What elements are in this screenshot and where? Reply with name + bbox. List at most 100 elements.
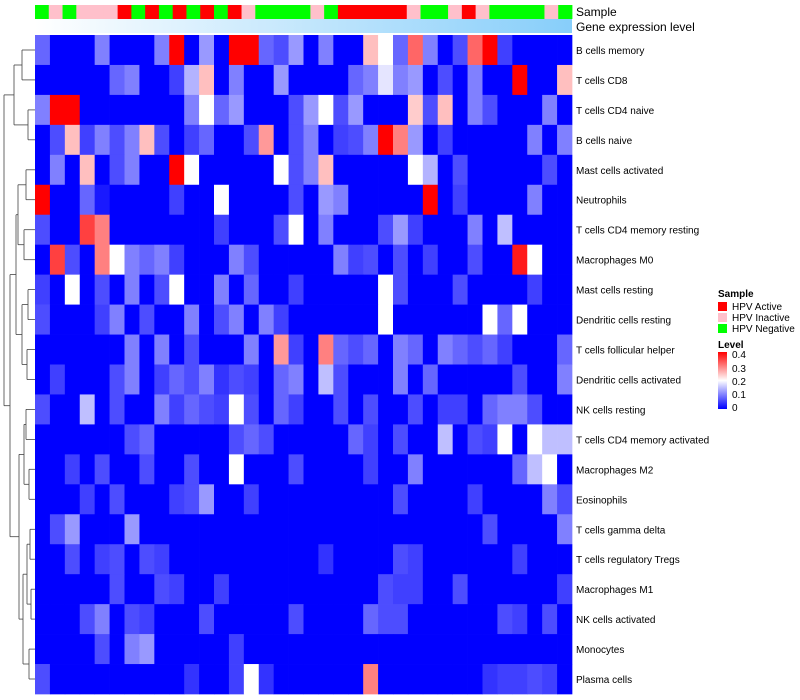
heatmap-cell: [124, 364, 140, 395]
heatmap-cell: [109, 64, 125, 96]
heatmap-cell: [497, 394, 513, 425]
heatmap-cell: [303, 274, 319, 305]
heatmap-cell: [288, 35, 304, 66]
heatmap-cell: [94, 664, 110, 695]
heatmap-cell: [467, 454, 483, 485]
heatmap-cell: [288, 424, 304, 455]
heatmap-cell: [303, 454, 319, 485]
heatmap-cell: [542, 64, 558, 96]
heatmap-cell: [154, 64, 170, 96]
heatmap-cell: [228, 334, 245, 365]
heatmap-cell: [497, 304, 513, 335]
heatmap-cell: [467, 424, 483, 455]
row-label: Neutrophils: [576, 196, 627, 207]
heatmap-cell: [497, 184, 513, 216]
heatmap-cell: [109, 35, 125, 66]
heatmap-cell: [363, 574, 379, 605]
sample-annotation-cell: [516, 5, 532, 19]
heatmap-cell: [49, 454, 66, 485]
heatmap-cell: [79, 424, 96, 455]
heatmap-cell: [303, 544, 319, 575]
heatmap-cell: [467, 484, 483, 515]
heatmap-cell: [497, 64, 513, 96]
heatmap-cell: [467, 184, 483, 216]
heatmap-cell: [378, 274, 394, 305]
heatmap-cell: [512, 574, 528, 605]
heatmap-cell: [497, 154, 513, 186]
sample-annotation-cell: [241, 5, 256, 19]
heatmap-cell: [94, 154, 110, 186]
heatmap-cell: [258, 514, 275, 545]
heatmap-cell: [169, 304, 185, 335]
heatmap-cell: [35, 544, 51, 575]
heatmap-cell: [512, 394, 528, 425]
heatmap-cell: [79, 454, 96, 485]
heatmap-cell: [497, 214, 513, 246]
heatmap-cell: [497, 604, 513, 635]
heatmap-cell: [199, 634, 215, 665]
heatmap-cell: [109, 334, 125, 365]
heatmap-cell: [542, 334, 558, 365]
sample-annotation-cell: [461, 5, 477, 19]
heatmap-cell: [258, 424, 275, 455]
heatmap-cell: [527, 454, 543, 485]
heatmap-cell: [94, 244, 110, 275]
heatmap-cell: [333, 64, 349, 96]
heatmap-cell: [482, 574, 498, 605]
heatmap-cell: [557, 394, 573, 425]
heatmap-cell: [124, 454, 140, 485]
heatmap-cell: [363, 184, 379, 216]
heatmap-cell: [109, 184, 125, 216]
heatmap-cell: [407, 64, 424, 96]
heatmap-cell: [482, 154, 498, 186]
heatmap-cell: [452, 484, 468, 515]
heatmap-cell: [228, 184, 245, 216]
heatmap-cell: [363, 484, 379, 515]
heatmap-cell: [333, 454, 349, 485]
heatmap-cell: [393, 394, 409, 425]
heatmap-cell: [35, 424, 51, 455]
row-label: T cells follicular helper: [576, 346, 675, 357]
heatmap-cell: [318, 244, 334, 275]
heatmap-cell: [557, 64, 573, 96]
sample-annotation-cell: [434, 5, 449, 19]
heatmap-cell: [228, 364, 245, 395]
heatmap-cell: [35, 274, 51, 305]
heatmap-cell: [94, 394, 110, 425]
legend-level: Level 0.4 0.3 0.2 0.1 0: [718, 340, 746, 414]
heatmap-cell: [79, 35, 96, 66]
heatmap-cell: [49, 64, 66, 96]
heatmap-cell: [422, 394, 439, 425]
heatmap-cell: [288, 244, 304, 275]
heatmap-cell: [452, 244, 468, 275]
heatmap-cell: [273, 634, 289, 665]
heatmap-cell: [228, 454, 245, 485]
heatmap-cell: [378, 454, 394, 485]
sample-annotation-cell: [255, 5, 270, 19]
legend-label-hpv-negative: HPV Negative: [732, 324, 795, 335]
heatmap-cell: [452, 604, 468, 635]
heatmap-cell: [452, 304, 468, 335]
heatmap-cell: [184, 394, 200, 425]
heatmap-cell: [273, 124, 289, 156]
heatmap-cell: [35, 454, 51, 485]
heatmap-cell: [64, 424, 81, 455]
heatmap-cell: [437, 214, 454, 246]
heatmap-cell: [497, 364, 513, 395]
heatmap-cell: [184, 484, 200, 515]
heatmap-cell: [288, 274, 304, 305]
heatmap-cell: [228, 35, 245, 66]
heatmap-cell: [273, 334, 289, 365]
heatmap-cell: [318, 184, 334, 216]
heatmap-cell: [497, 334, 513, 365]
heatmap-cell: [184, 304, 200, 335]
heatmap-cell: [228, 424, 245, 455]
heatmap-cell: [482, 304, 498, 335]
heatmap-cell: [273, 484, 289, 515]
heatmap-cell: [139, 35, 155, 66]
heatmap-cell: [512, 64, 528, 96]
heatmap-cell: [452, 334, 468, 365]
heatmap-cell: [228, 64, 245, 96]
heatmap-cell: [49, 214, 66, 246]
heatmap-cell: [303, 124, 319, 156]
